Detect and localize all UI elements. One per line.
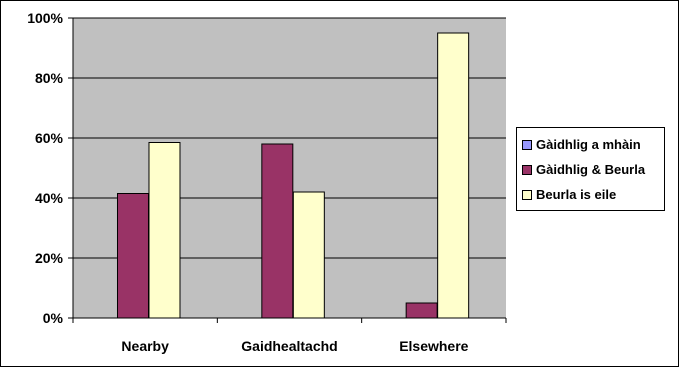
bar: [292, 191, 325, 319]
y-tick-label: 100%: [27, 10, 63, 26]
bar: [261, 143, 294, 319]
bar: [437, 32, 470, 319]
legend-swatch: [522, 139, 532, 150]
legend-label: Gàidhlig a mhàin: [536, 137, 641, 152]
y-tick-label: 0%: [43, 310, 64, 326]
y-tick-label: 20%: [35, 250, 64, 266]
bar: [116, 193, 149, 319]
legend-label: Beurla is eile: [536, 187, 617, 202]
legend-swatch: [522, 164, 532, 175]
legend-item-gaidhlig-a-mhain: Gàidhlig a mhàin: [522, 132, 664, 157]
y-tick-label: 80%: [35, 70, 64, 86]
y-tick-label: 60%: [35, 130, 64, 146]
bar: [405, 302, 438, 319]
legend: Gàidhlig a mhàin Gàidhlig & Beurla Beurl…: [516, 127, 665, 211]
legend-item-gaidhlig-beurla: Gàidhlig & Beurla: [522, 157, 664, 182]
bar: [148, 142, 181, 319]
legend-swatch: [522, 189, 532, 200]
x-tick-label: Elsewhere: [399, 338, 468, 354]
x-tick-label: Gaidhealtachd: [241, 338, 337, 354]
x-tick-label: Nearby: [121, 338, 169, 354]
legend-item-beurla-is-eile: Beurla is eile: [522, 182, 664, 207]
y-tick-label: 40%: [35, 190, 64, 206]
legend-label: Gàidhlig & Beurla: [536, 162, 646, 177]
